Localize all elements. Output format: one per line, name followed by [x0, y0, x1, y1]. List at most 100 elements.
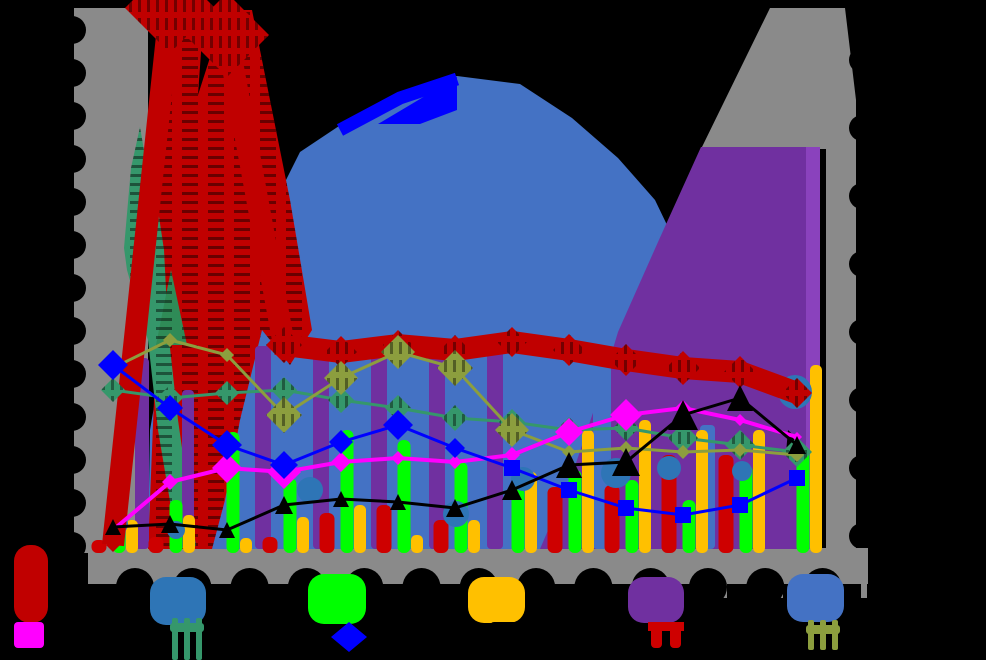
x-axis-label-stub — [861, 568, 867, 598]
marker-black-triangles — [788, 436, 806, 454]
x-axis-label-notch — [230, 568, 269, 606]
marker-blue-diamonds-squares — [157, 395, 183, 421]
marker-olive-green-diamonds-texture — [266, 397, 302, 433]
x-axis-label-notch — [574, 568, 613, 606]
legend-cornflower-series-swatch — [787, 574, 844, 622]
x-axis-label-notch — [746, 568, 785, 606]
bar-red-bars — [661, 455, 677, 553]
bar-gold-bars — [582, 430, 594, 553]
y-axis-label-notch-right — [849, 183, 875, 209]
marker-black-triangles — [275, 496, 293, 514]
marker-sea-green-diamonds-texture — [101, 378, 125, 402]
y-axis-label-notch — [58, 274, 86, 302]
y-axis-label-notch — [58, 59, 86, 87]
marker-magenta-diamonds — [331, 452, 351, 472]
marker-olive-green-diamonds-texture — [495, 413, 529, 447]
bar-gold-bars — [297, 517, 309, 553]
y-axis-label-notch — [58, 403, 86, 431]
marker-black-triangles — [612, 448, 640, 476]
band-purple-band — [429, 346, 445, 549]
legend-olive-series-swatch — [820, 620, 826, 650]
legend-sea-green-series-swatch — [172, 618, 178, 660]
y-axis-label-notch — [58, 16, 86, 44]
bar-red-bars — [547, 487, 563, 553]
marker-blue-diamonds-squares — [445, 438, 465, 458]
y-axis-label-notch-right — [849, 387, 875, 413]
marker-sea-green-diamonds-texture — [385, 395, 411, 421]
marker-magenta-diamonds — [212, 453, 242, 483]
legend-sea-green-series-swatch — [196, 618, 202, 660]
bar-red-bars — [262, 537, 278, 553]
bar-gold-bars — [183, 515, 195, 553]
bar-red-bars — [376, 505, 392, 553]
area-sea-green-small-spike-texture — [156, 270, 187, 345]
marker-olive-green-diamonds — [733, 443, 747, 457]
bar-lime-bars — [283, 478, 297, 553]
marker-blue-diamonds-squares — [212, 430, 242, 460]
legend-purple-series-swatch — [628, 577, 684, 623]
y-axis-label-notch — [58, 102, 86, 130]
bar-gold-bars — [240, 538, 252, 553]
legend-dark-red-series-swatch — [14, 545, 48, 623]
marker-dark-red-giant-diamonds-texture — [782, 378, 812, 408]
dot-steel-blue-dots — [657, 456, 681, 480]
y-axis-label-notch — [58, 231, 86, 259]
legend-gold-series-swatch — [468, 577, 525, 623]
marker-black-triangles — [105, 519, 121, 535]
marker-olive-green-diamonds-texture — [324, 361, 358, 395]
bar-gold-bars — [810, 365, 822, 553]
marker-sea-green-diamonds-texture — [328, 387, 354, 413]
marker-dark-red-giant-diamonds-texture — [325, 336, 357, 368]
legend-blue-series-swatch — [331, 622, 367, 652]
legend-red-series-swatch — [648, 622, 684, 631]
y-axis-label-notch — [58, 317, 86, 345]
dot-steel-blue-dots — [297, 477, 323, 503]
marker-olive-green-diamonds-texture — [437, 350, 473, 386]
y-axis-label-notch — [58, 489, 86, 517]
legend-black-series-swatch — [490, 622, 520, 648]
bar-red-bars — [319, 513, 335, 553]
bar-red-bars — [148, 537, 164, 553]
y-axis-label-notch-right — [849, 319, 875, 345]
x-axis-label-notch — [517, 568, 556, 606]
x-axis-label-notch — [689, 568, 727, 606]
marker-black-triangles — [161, 515, 179, 533]
marker-sea-green-diamonds-texture — [215, 381, 239, 405]
marker-sea-green-diamonds-texture — [668, 423, 698, 453]
band-purple-band — [182, 390, 194, 549]
marker-blue-diamonds-squares — [789, 470, 805, 486]
marker-sea-green-diamonds-texture — [271, 377, 297, 403]
marker-olive-green-diamonds — [163, 333, 177, 347]
bar-gold-bars — [525, 472, 537, 553]
y-axis-labels-band-right — [701, 8, 856, 549]
marker-dark-red-giant-diamonds — [106, 538, 120, 552]
bar-red-bars — [604, 485, 620, 553]
bar-gold-bars — [354, 505, 366, 553]
marker-black-triangles — [219, 522, 235, 538]
marker-magenta-diamonds — [162, 474, 178, 490]
marker-blue-diamonds-squares — [329, 430, 353, 454]
marker-dark-red-giant-diamonds-texture — [666, 351, 700, 385]
marker-black-triangles — [727, 385, 753, 411]
bar-red-bars — [433, 520, 449, 553]
marker-blue-diamonds-squares — [618, 500, 634, 516]
y-axis-label-notch — [58, 446, 86, 474]
marker-blue-diamonds-squares — [98, 350, 128, 380]
bar-lime-bars — [625, 480, 639, 553]
y-axis-label-notch — [58, 532, 86, 560]
bar-gold-bars — [411, 535, 423, 553]
marker-blue-diamonds-squares — [270, 451, 298, 479]
x-axis-label-notch — [402, 568, 441, 606]
marker-dark-red-giant-diamonds-texture — [125, 0, 215, 53]
y-axis-label-notch-right — [849, 523, 875, 549]
marker-blue-diamonds-squares — [561, 482, 577, 498]
marker-magenta-diamonds — [734, 414, 746, 426]
marker-black-triangles — [446, 499, 464, 517]
marker-dark-red-giant-diamonds-texture — [610, 344, 642, 376]
marker-black-triangles — [390, 494, 406, 510]
marker-blue-diamonds-squares — [675, 507, 691, 523]
marker-dark-red-giant-diamonds-texture — [724, 356, 756, 388]
marker-magenta-diamonds — [391, 451, 405, 465]
bar-gold-bars — [696, 430, 708, 553]
